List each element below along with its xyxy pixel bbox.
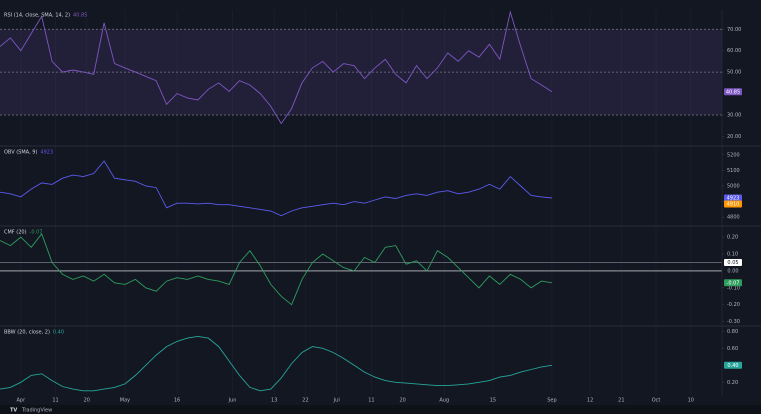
sma-value-label-box (724, 200, 742, 208)
x-tick-label: 20 (399, 398, 405, 404)
x-tick-label: 11 (52, 398, 58, 404)
footer-bar (0, 405, 761, 414)
y-tick-label: 50.00 (727, 70, 741, 76)
y-tick-label: 0.10 (727, 252, 738, 258)
x-tick-label: Apr (16, 398, 26, 404)
ref-label-box (724, 267, 742, 275)
series-line (0, 335, 552, 392)
x-tick-label: Aug (439, 398, 449, 404)
x-tick-label: May (120, 398, 130, 404)
series-line (0, 160, 552, 217)
y-tick-label: 5000 (727, 184, 740, 190)
x-tick-label: Jun (228, 398, 237, 404)
y-tick-label: 30.00 (727, 113, 741, 119)
x-tick-label: 13 (271, 398, 277, 404)
x-tick-label: Oct (652, 398, 661, 404)
x-tick-label: 10 (688, 398, 694, 404)
y-tick-label: 4800 (727, 215, 740, 221)
last-value-label-box (724, 88, 742, 96)
last-value-label-box (724, 361, 742, 369)
y-tick-label: 20.00 (727, 134, 741, 140)
last-value-label: 40.85 (726, 89, 740, 95)
y-tick-label: 0.80 (727, 329, 738, 335)
pane-title: CMF (20) (4, 230, 27, 236)
last-value-label: -0.07 (727, 280, 740, 286)
pane-title-value: 0.40 (53, 330, 64, 336)
ref-label: 0.00 (727, 268, 738, 274)
x-tick-label: 21 (618, 398, 624, 404)
series-line (0, 10, 553, 125)
pane-title-value: -0.07 (30, 230, 43, 236)
y-tick-label: 0.20 (727, 235, 738, 241)
y-tick-label: 70.00 (727, 27, 741, 33)
y-tick-label: -0.30 (727, 319, 740, 325)
y-tick-label: -0.20 (727, 302, 740, 308)
pane-title: RSI (14, close, SMA, 14, 2) (4, 13, 70, 19)
sma-value-label: 4910 (727, 202, 740, 208)
x-tick-label: Sep (547, 398, 556, 404)
y-tick-label: 5200 (727, 152, 740, 158)
series-line (0, 232, 552, 306)
footer-text: TradingView (21, 408, 52, 414)
y-tick-label: 5100 (727, 168, 740, 174)
pane-title-value: 4923 (40, 150, 53, 156)
x-tick-label: 20 (84, 398, 90, 404)
y-tick-label: 0.20 (727, 380, 738, 386)
x-tick-label: Jul (333, 398, 340, 404)
last-value-label-box (724, 194, 742, 202)
x-tick-label: 12 (587, 398, 593, 404)
last-value-label-box (724, 279, 742, 287)
pane-title: BBW (20, close, 2) (4, 330, 50, 336)
y-tick-label: -0.10 (727, 285, 740, 291)
last-value-label: 4923 (727, 196, 740, 202)
last-value-label: 0.40 (727, 363, 738, 369)
x-tick-label: 15 (490, 398, 496, 404)
footer-logo: TV (10, 408, 17, 414)
pane-title: OBV (SMA, 9) (4, 150, 37, 156)
ref-label: 0.05 (727, 260, 738, 266)
x-tick-label: 22 (302, 398, 308, 404)
x-tick-label: 11 (368, 398, 374, 404)
x-tick-label: 16 (174, 398, 180, 404)
ref-label-box (724, 258, 742, 266)
y-tick-label: 60.00 (727, 48, 741, 54)
y-tick-label: 0.60 (727, 346, 738, 352)
pane-title-value: 40.85 (73, 13, 87, 19)
